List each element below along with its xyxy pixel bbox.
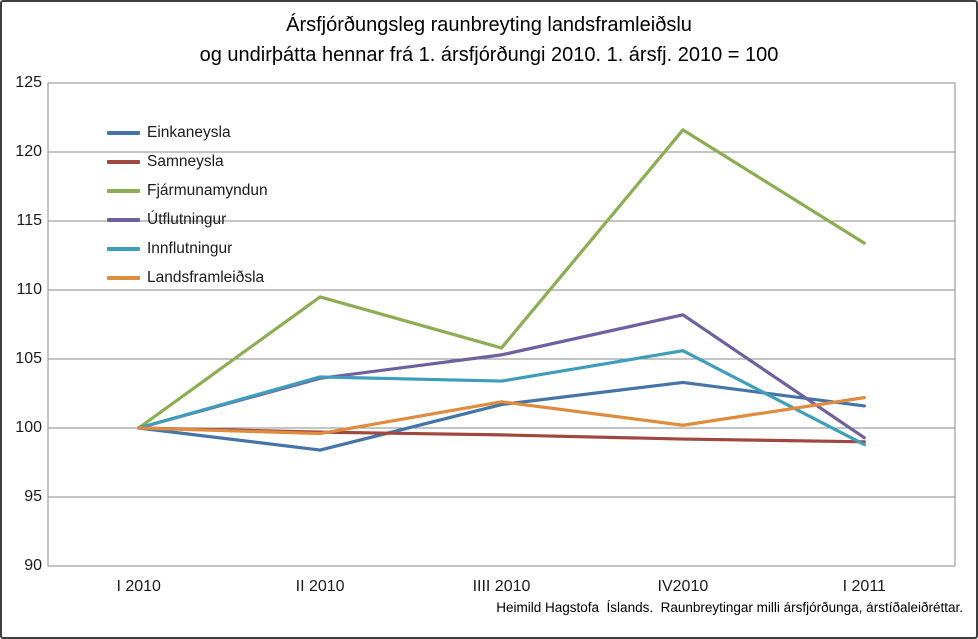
chart-title: Ársfjórðungsleg raunbreyting landsframle…	[2, 10, 976, 70]
legend-item-innflutningur: Innflutningur	[107, 239, 268, 259]
legend-line-swatch-icon	[107, 131, 140, 135]
series-line-fjármunamyndun	[137, 128, 866, 430]
legend-item-label: Fjármunamyndun	[147, 182, 268, 199]
y-axis-tick-label: 110	[16, 281, 42, 298]
legend-item-label: Útflutningur	[147, 211, 227, 228]
y-axis-tick-label: 95	[24, 488, 42, 505]
legend-item-landsframleiðsla: Landsframleiðsla	[107, 268, 268, 288]
x-axis-category-label: I 2010	[116, 578, 161, 595]
legend-line-swatch-icon	[107, 189, 140, 193]
series-line-innflutningur	[137, 349, 866, 447]
legend-item-label: Samneysla	[147, 153, 224, 170]
y-axis-tick-label: 105	[15, 350, 42, 367]
series-line-landsframleiðsla	[137, 396, 866, 436]
y-axis-tick-label: 125	[15, 74, 42, 91]
y-axis-tick-label: 120	[15, 143, 42, 160]
plot-area-border	[47, 82, 956, 567]
legend-item-label: Innflutningur	[147, 240, 233, 257]
legend-line-swatch-icon	[107, 218, 140, 222]
legend-item-label: Einkaneysla	[147, 124, 231, 141]
y-axis-tick-label: 90	[24, 557, 42, 574]
x-axis-category-label: II 2010	[295, 578, 345, 595]
legend-item-einkaneysla: Einkaneysla	[107, 123, 268, 143]
legend-line-swatch-icon	[107, 276, 140, 280]
legend-item-label: Landsframleiðsla	[147, 269, 265, 286]
chart-legend: Einkaneysla Samneysla Fjármunamyndun Útflut…	[107, 123, 268, 288]
source-note: Heimild Hagstofa Íslands. Raunbreytingar…	[496, 600, 963, 615]
series-line-einkaneysla	[137, 380, 866, 452]
chart-title-line2: og undirþátta hennar frá 1. ársfjórðungi…	[199, 44, 779, 66]
legend-line-swatch-icon	[107, 247, 140, 251]
chart-title-line1: Ársfjórðungsleg raunbreyting landsframle…	[286, 14, 692, 36]
legend-item-samneysla: Samneysla	[107, 152, 268, 172]
legend-item-útflutningur: Útflutningur	[107, 210, 268, 230]
legend-line-swatch-icon	[107, 160, 140, 164]
x-axis-category-label: IIII 2010	[472, 578, 531, 595]
x-axis-category-label: IV2010	[657, 578, 709, 595]
y-axis-tick-label: 100	[15, 419, 42, 436]
x-axis-category-label: I 2011	[842, 578, 886, 595]
series-line-útflutningur	[137, 313, 866, 440]
legend-item-fjármunamyndun: Fjármunamyndun	[107, 181, 268, 201]
y-axis-tick-label: 115	[16, 212, 42, 229]
